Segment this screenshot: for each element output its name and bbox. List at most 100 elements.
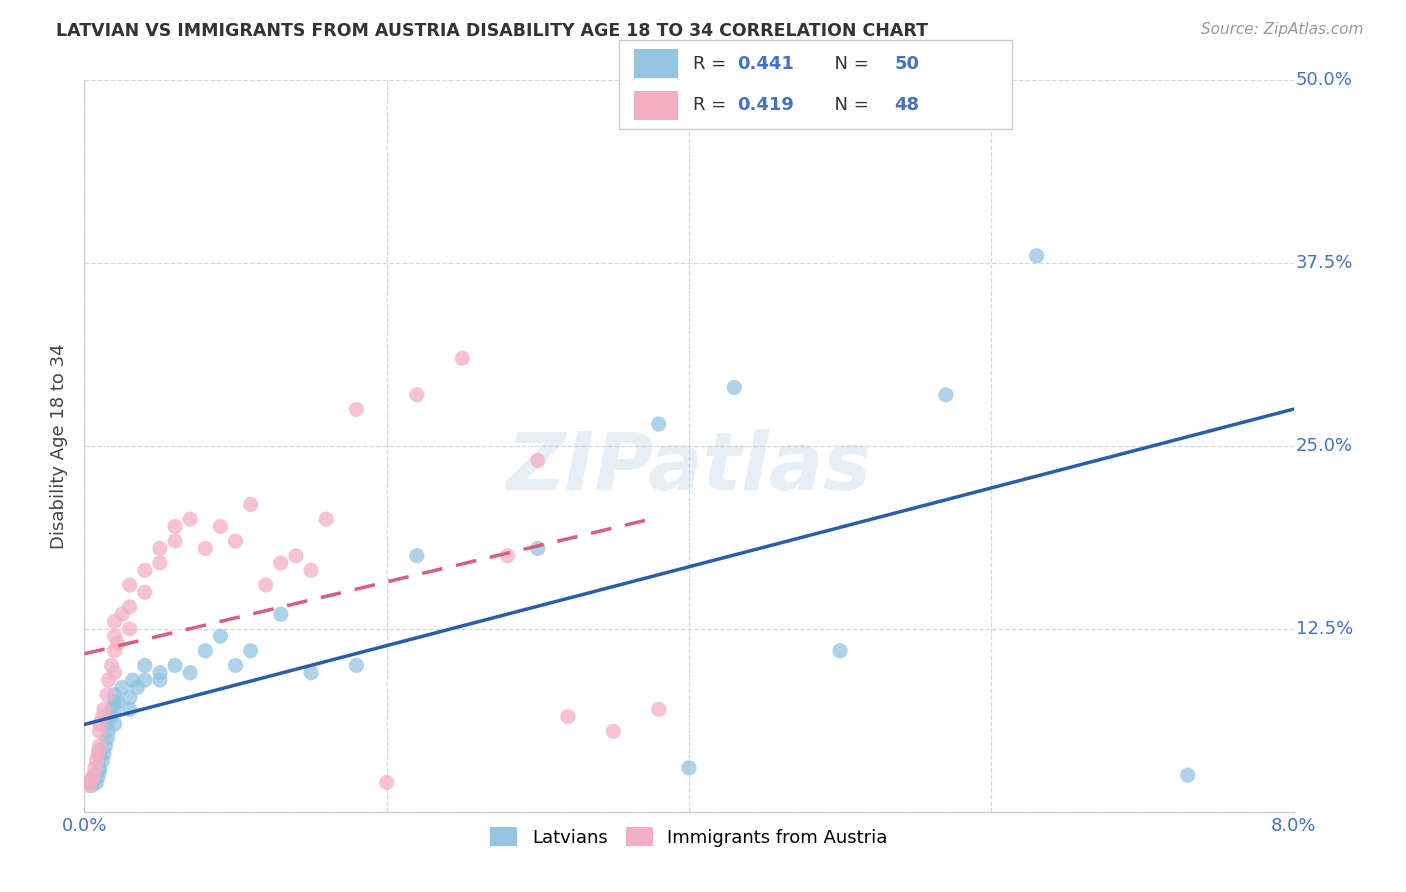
Text: 37.5%: 37.5% [1296,254,1354,272]
Text: R =: R = [693,96,733,114]
Point [77,775,100,789]
Point [254,578,277,592]
Text: 0.419: 0.419 [737,96,793,114]
Point [1025,249,1047,263]
Point [194,541,217,556]
Text: 48: 48 [894,96,920,114]
Point [648,417,671,431]
Point [134,673,156,687]
Point [91,709,114,723]
Point [80,778,103,792]
Text: R =: R = [693,55,733,73]
Text: ZIPatlas: ZIPatlas [506,429,872,507]
Point [165,658,187,673]
Point [127,681,149,695]
Point [104,644,127,658]
Point [451,351,474,366]
Point [527,541,550,556]
Point [830,644,852,658]
Point [107,636,129,650]
Point [94,739,117,753]
Point [89,743,111,757]
Point [602,724,624,739]
Point [93,746,115,760]
Point [118,622,141,636]
Point [179,512,201,526]
Point [134,658,156,673]
Point [134,585,156,599]
Point [723,380,745,394]
Text: 25.0%: 25.0% [1296,437,1353,455]
Point [239,644,262,658]
Point [100,658,122,673]
Point [111,681,134,695]
Point [496,549,519,563]
Point [225,534,247,549]
Point [104,665,127,680]
Y-axis label: Disability Age 18 to 34: Disability Age 18 to 34 [51,343,69,549]
Point [84,761,107,775]
Point [87,770,110,784]
Point [97,673,120,687]
Point [406,549,429,563]
Point [118,599,141,614]
Point [179,665,201,680]
Point [96,717,118,731]
Point [96,688,118,702]
Point [285,549,308,563]
Point [149,556,172,570]
Point [557,709,579,723]
Point [118,578,141,592]
Point [91,754,114,768]
FancyBboxPatch shape [634,91,678,120]
Point [111,607,134,622]
Point [270,607,292,622]
Point [149,673,172,687]
Point [86,754,108,768]
Point [118,702,141,716]
Point [375,775,398,789]
Point [527,453,550,467]
Point [97,724,120,739]
Point [89,717,111,731]
Point [315,512,337,526]
Point [77,778,100,792]
Point [270,556,292,570]
Point [82,772,104,787]
Legend: Latvians, Immigrants from Austria: Latvians, Immigrants from Austria [484,820,894,854]
Point [98,709,121,723]
Point [93,702,115,716]
Point [209,629,232,643]
Point [107,695,129,709]
Text: Source: ZipAtlas.com: Source: ZipAtlas.com [1201,22,1364,37]
Point [104,702,127,716]
Point [89,749,111,764]
Point [165,534,187,549]
Point [935,388,957,402]
Point [406,388,429,402]
Point [104,629,127,643]
Point [89,764,111,778]
Point [225,658,247,673]
Point [678,761,700,775]
Text: N =: N = [824,55,875,73]
Text: N =: N = [824,96,875,114]
Point [118,690,141,705]
Text: 50.0%: 50.0% [1296,71,1353,89]
Point [194,644,217,658]
Point [104,695,127,709]
Point [82,768,104,782]
Point [1177,768,1199,782]
Point [346,658,368,673]
Point [648,702,671,716]
Point [89,724,111,739]
Point [89,739,111,753]
Point [104,688,127,702]
Point [84,768,107,782]
Point [80,772,103,787]
Point [104,717,127,731]
Point [87,746,110,760]
Point [165,519,187,533]
Text: 12.5%: 12.5% [1296,620,1353,638]
Point [89,761,111,775]
